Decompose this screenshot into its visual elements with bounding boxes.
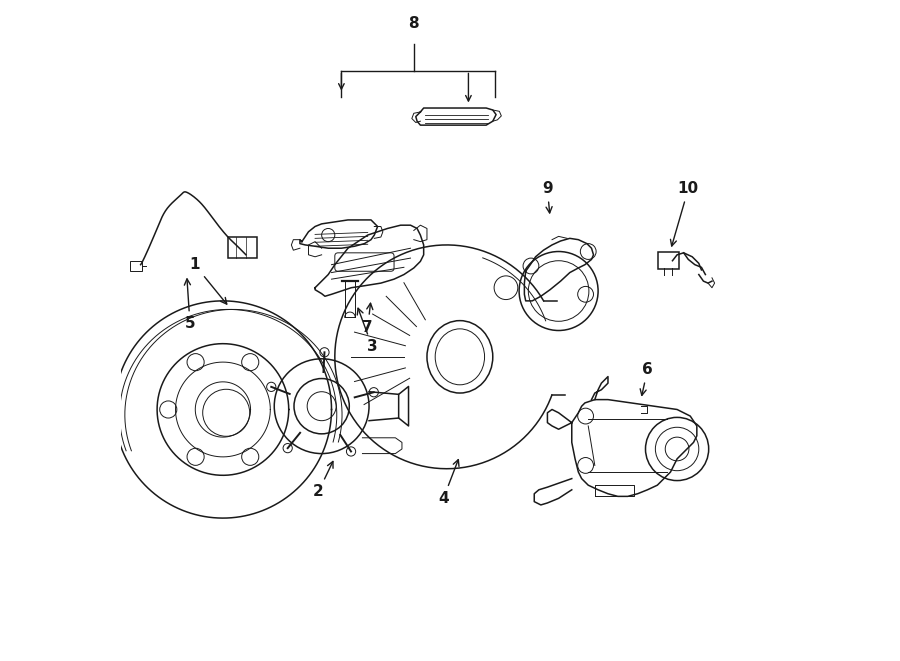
FancyBboxPatch shape [658, 253, 680, 269]
FancyBboxPatch shape [229, 237, 257, 258]
FancyBboxPatch shape [335, 253, 394, 271]
Text: 9: 9 [542, 182, 553, 213]
Text: 3: 3 [357, 308, 378, 354]
Text: 7: 7 [363, 303, 373, 334]
Text: 2: 2 [313, 461, 333, 499]
Text: 5: 5 [184, 279, 195, 331]
Text: 1: 1 [189, 257, 227, 304]
Text: 10: 10 [670, 182, 698, 246]
FancyBboxPatch shape [130, 260, 142, 271]
Text: 4: 4 [438, 459, 459, 506]
Text: 6: 6 [640, 362, 652, 395]
Text: 8: 8 [409, 16, 419, 31]
